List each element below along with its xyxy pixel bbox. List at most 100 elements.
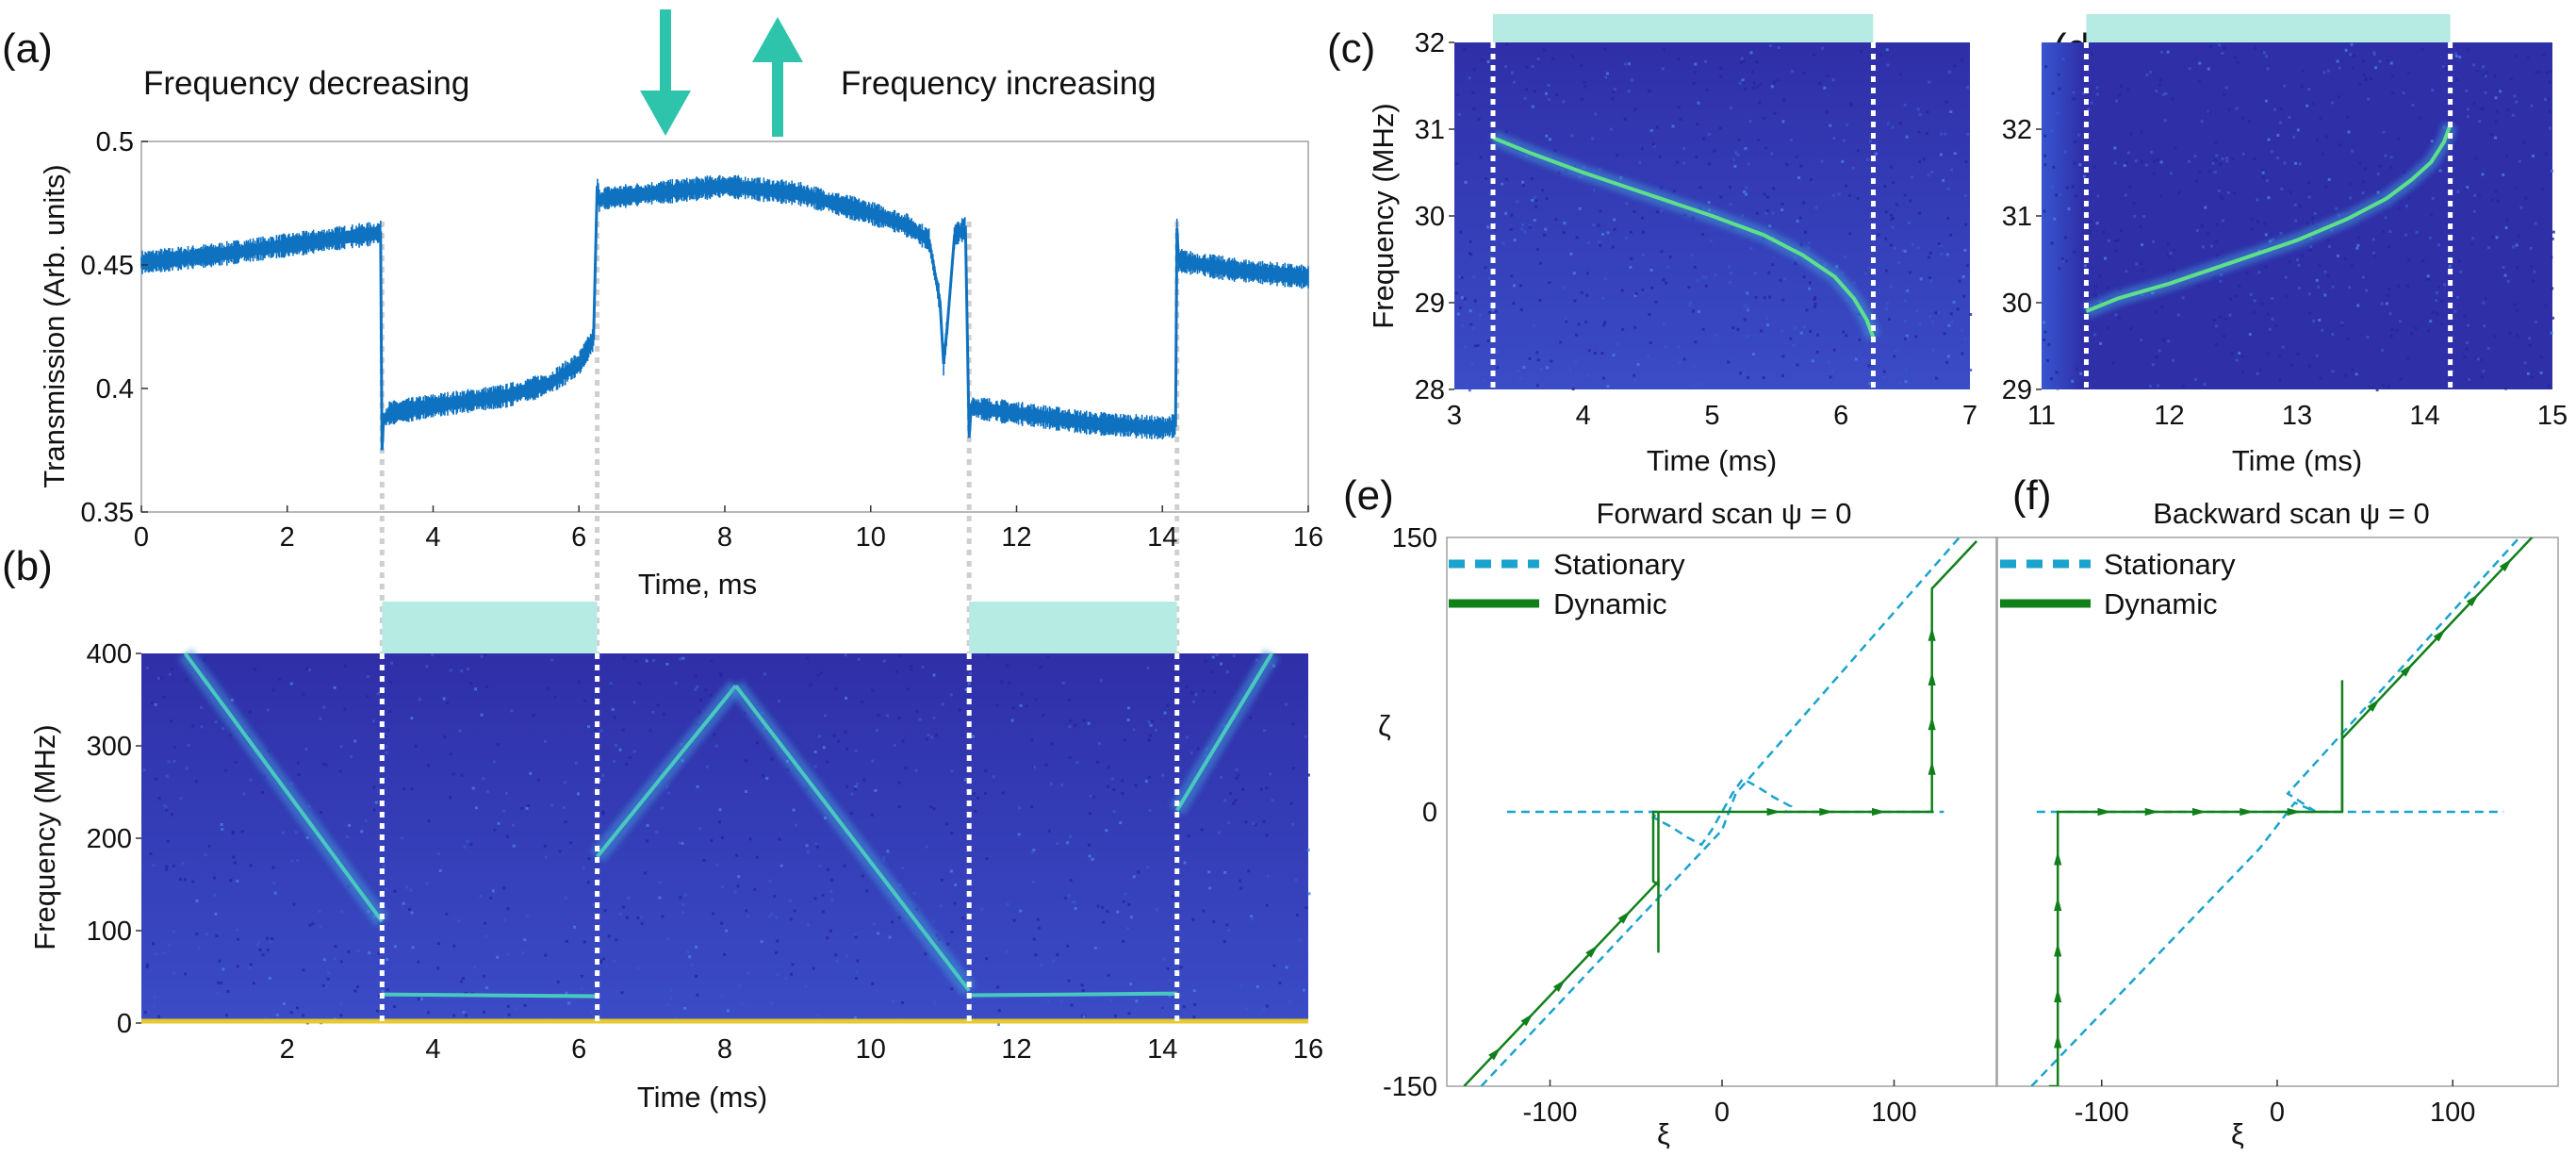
noise-pixel bbox=[2321, 328, 2324, 332]
noise-pixel bbox=[747, 915, 750, 918]
noise-pixel bbox=[271, 866, 275, 869]
noise-pixel bbox=[2065, 186, 2069, 190]
noise-pixel bbox=[1521, 223, 1525, 226]
noise-pixel bbox=[1168, 978, 1172, 982]
panel-f-plot bbox=[2030, 537, 2534, 1086]
y-tick-label: 28 bbox=[1415, 375, 1445, 405]
noise-pixel bbox=[1943, 332, 1946, 336]
noise-pixel bbox=[1805, 308, 1809, 312]
noise-pixel bbox=[1771, 211, 1775, 215]
noise-pixel bbox=[1161, 1008, 1165, 1012]
noise-pixel bbox=[2057, 73, 2060, 76]
noise-pixel bbox=[1227, 821, 1231, 825]
noise-pixel bbox=[2381, 229, 2385, 233]
noise-pixel bbox=[674, 682, 678, 685]
noise-pixel bbox=[2505, 155, 2509, 158]
noise-pixel bbox=[474, 687, 478, 691]
noise-pixel bbox=[1472, 275, 1476, 279]
noise-pixel bbox=[1701, 327, 1705, 331]
noise-pixel bbox=[1944, 132, 1947, 136]
noise-pixel bbox=[1487, 311, 1491, 315]
noise-pixel bbox=[402, 787, 406, 791]
noise-pixel bbox=[2166, 50, 2170, 54]
noise-pixel bbox=[2294, 219, 2298, 223]
noise-pixel bbox=[2384, 154, 2387, 157]
noise-pixel bbox=[1468, 76, 1471, 80]
noise-pixel bbox=[865, 889, 869, 893]
noise-pixel bbox=[1539, 368, 1543, 372]
noise-pixel bbox=[621, 728, 625, 732]
noise-pixel bbox=[466, 839, 469, 843]
noise-pixel bbox=[1950, 320, 1954, 323]
noise-pixel bbox=[1928, 80, 1931, 84]
noise-pixel bbox=[2095, 222, 2099, 225]
noise-pixel bbox=[463, 845, 467, 849]
panel-f-xlabel: ξ bbox=[2231, 1117, 2244, 1150]
noise-pixel bbox=[618, 912, 622, 916]
noise-pixel bbox=[2207, 67, 2210, 71]
noise-pixel bbox=[2475, 69, 2479, 73]
noise-pixel bbox=[1521, 184, 1525, 188]
noise-pixel bbox=[1034, 698, 1038, 702]
noise-pixel bbox=[1019, 703, 1023, 707]
noise-pixel bbox=[2271, 296, 2274, 300]
noise-pixel bbox=[1278, 982, 1282, 985]
noise-pixel bbox=[1892, 181, 1895, 185]
noise-pixel bbox=[1096, 904, 1100, 908]
noise-pixel bbox=[185, 678, 189, 682]
noise-pixel bbox=[547, 686, 550, 690]
noise-pixel bbox=[1068, 725, 1072, 729]
noise-pixel bbox=[221, 827, 224, 831]
noise-pixel bbox=[1889, 243, 1893, 247]
noise-pixel bbox=[784, 977, 788, 981]
noise-pixel bbox=[2223, 92, 2226, 96]
noise-pixel bbox=[1454, 162, 1458, 166]
y-tick-label: 150 bbox=[1392, 523, 1437, 553]
y-tick-label: 31 bbox=[1415, 115, 1445, 145]
noise-pixel bbox=[823, 817, 827, 820]
noise-pixel bbox=[1599, 244, 1602, 248]
noise-pixel bbox=[618, 748, 622, 751]
noise-pixel bbox=[1190, 751, 1193, 754]
noise-pixel bbox=[2453, 309, 2457, 313]
noise-pixel bbox=[856, 959, 860, 963]
noise-pixel bbox=[710, 659, 714, 663]
noise-pixel bbox=[844, 653, 847, 657]
noise-pixel bbox=[1780, 202, 1784, 206]
noise-pixel bbox=[2071, 379, 2075, 383]
noise-pixel bbox=[536, 778, 540, 782]
noise-pixel bbox=[900, 867, 904, 870]
noise-pixel bbox=[1504, 211, 1508, 215]
noise-pixel bbox=[1697, 382, 1700, 386]
noise-pixel bbox=[669, 988, 673, 992]
noise-pixel bbox=[216, 992, 220, 996]
noise-pixel bbox=[1658, 155, 1662, 158]
noise-pixel bbox=[1531, 105, 1534, 108]
noise-pixel bbox=[1161, 773, 1165, 777]
noise-pixel bbox=[586, 881, 590, 884]
noise-pixel bbox=[2378, 59, 2382, 63]
noise-pixel bbox=[1744, 146, 1747, 150]
noise-pixel bbox=[1106, 909, 1109, 913]
noise-pixel bbox=[1668, 256, 1672, 259]
noise-pixel bbox=[1485, 177, 1488, 181]
noise-pixel bbox=[621, 905, 625, 909]
noise-pixel bbox=[1781, 298, 1785, 302]
noise-pixel bbox=[1734, 151, 1738, 155]
noise-pixel bbox=[1806, 246, 1810, 250]
noise-pixel bbox=[1220, 662, 1223, 666]
noise-pixel bbox=[2336, 254, 2339, 257]
noise-pixel bbox=[2484, 74, 2487, 78]
noise-pixel bbox=[1802, 201, 1806, 205]
noise-pixel bbox=[2397, 137, 2401, 140]
noise-pixel bbox=[2455, 77, 2459, 81]
noise-pixel bbox=[2134, 159, 2138, 163]
direction-arrowhead bbox=[2433, 628, 2446, 642]
noise-pixel bbox=[2298, 205, 2302, 208]
noise-pixel bbox=[2431, 89, 2435, 92]
noise-pixel bbox=[2523, 361, 2527, 365]
noise-pixel bbox=[1458, 306, 1462, 309]
noise-pixel bbox=[950, 930, 954, 933]
direction-arrowhead bbox=[1872, 807, 1886, 817]
noise-pixel bbox=[427, 1011, 431, 1015]
